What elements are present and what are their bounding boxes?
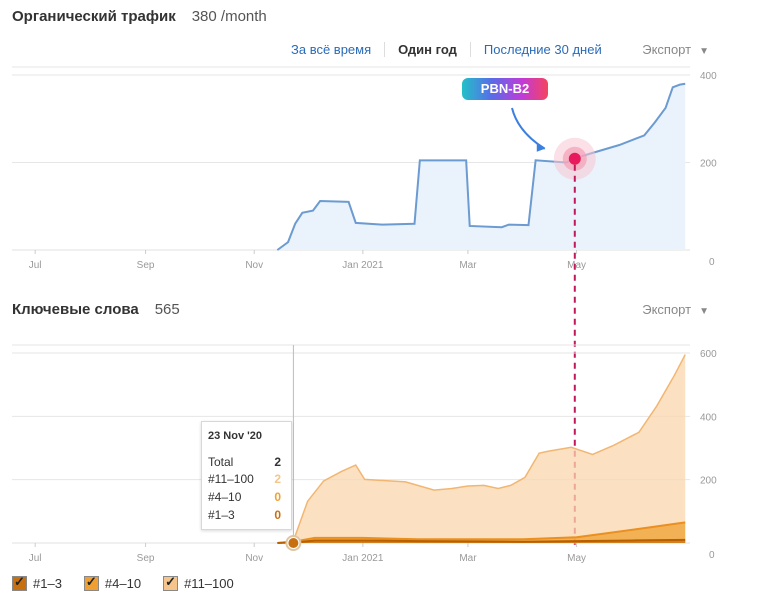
traffic-export-button[interactable]: Экспорт ▼ [642, 42, 709, 57]
keywords-title: Ключевые слова [12, 301, 139, 318]
legend-item-4-10[interactable]: #4–10 [83, 574, 142, 591]
caret-down-icon: ▼ [699, 46, 709, 57]
arrow-head-icon [536, 142, 545, 152]
keywords-count: 565 [154, 301, 180, 318]
caret-down-icon: ▼ [699, 306, 709, 317]
y-tick-label: 400 [700, 412, 717, 423]
series-4-10-area [277, 522, 686, 543]
tooltip-label: Total [208, 455, 234, 469]
tooltip-row-total: Total 2 [208, 455, 281, 469]
x-tick-label: Mar [459, 553, 477, 564]
y-tick-label-zero: 0 [709, 257, 715, 268]
keywords-tooltip: 23 Nov '20 Total 2 #11–100 2 #4–10 0 #1–… [201, 421, 292, 530]
legend-item-11-100[interactable]: #11–100 [163, 574, 234, 591]
x-tick-label: Jul [29, 553, 42, 564]
x-tick-label: Nov [245, 553, 263, 564]
traffic-area [277, 83, 686, 250]
legend-label: #11–100 [184, 576, 234, 591]
checkbox-icon[interactable] [163, 574, 179, 591]
tooltip-label: #11–100 [208, 472, 254, 486]
highlight-point [568, 152, 581, 165]
keywords-export-label: Экспорт [642, 302, 692, 317]
annotation-arrow [511, 107, 546, 150]
tooltip-row-11-100: #11–100 2 [208, 472, 281, 486]
tooltip-value: 0 [274, 508, 281, 522]
y-tick-label: 200 [700, 476, 717, 487]
keywords-export-button[interactable]: Экспорт ▼ [642, 302, 709, 317]
hover-point [288, 538, 299, 548]
y-tick-label: 200 [700, 159, 717, 170]
range-one-year[interactable]: Один год [385, 42, 471, 57]
x-tick-label: Jan 2021 [342, 553, 384, 564]
x-tick-label: Sep [137, 260, 155, 271]
traffic-line [276, 82, 686, 251]
tooltip-date: 23 Nov '20 [208, 430, 262, 442]
tooltip-value: 2 [274, 455, 281, 469]
tooltip-label: #4–10 [208, 490, 242, 504]
x-tick-label: Nov [245, 260, 263, 271]
range-selector: За всё время Один год Последние 30 дней [278, 42, 615, 57]
tooltip-value: 2 [274, 472, 281, 486]
tooltip-row-4-10: #4–10 0 [208, 490, 281, 504]
series-11-100-area [277, 354, 686, 543]
y-tick-label: 400 [700, 71, 717, 82]
series-1-3-line [277, 538, 686, 544]
traffic-export-label: Экспорт [642, 42, 692, 57]
y-tick-label: 600 [700, 349, 717, 360]
x-tick-label: Jan 2021 [342, 260, 384, 271]
x-tick-label: Mar [459, 260, 477, 271]
series-1-3-area [277, 539, 686, 543]
y-tick-label-zero: 0 [709, 550, 715, 561]
x-tick-label: May [567, 553, 586, 564]
checkbox-icon[interactable] [83, 574, 99, 591]
legend-label: #1–3 [33, 576, 62, 591]
pbn-annotation-badge[interactable]: PBN-B2 [462, 78, 548, 100]
legend-label: #4–10 [104, 576, 142, 591]
x-tick-label: Jul [29, 260, 42, 271]
keywords-legend: #1–3 #4–10 #11–100 [12, 574, 234, 591]
series-11-100-line [277, 354, 686, 544]
traffic-title: Органический трафик [12, 8, 176, 25]
x-tick-label: May [567, 260, 586, 271]
tooltip-value: 0 [274, 490, 281, 504]
range-all-time[interactable]: За всё время [278, 42, 386, 57]
keywords-header: Ключевые слова 565 [12, 301, 180, 318]
checkbox-icon[interactable] [12, 574, 27, 591]
tooltip-row-1-3: #1–3 0 [208, 508, 281, 522]
series-4-10-line [277, 521, 686, 544]
legend-item-1-3[interactable]: #1–3 [12, 574, 62, 591]
tooltip-label: #1–3 [208, 508, 235, 522]
range-last-30-days[interactable]: Последние 30 дней [483, 42, 602, 57]
traffic-count: 380 /month [191, 8, 267, 25]
traffic-header: Органический трафик 380 /month [12, 8, 267, 25]
x-tick-label: Sep [137, 553, 155, 564]
